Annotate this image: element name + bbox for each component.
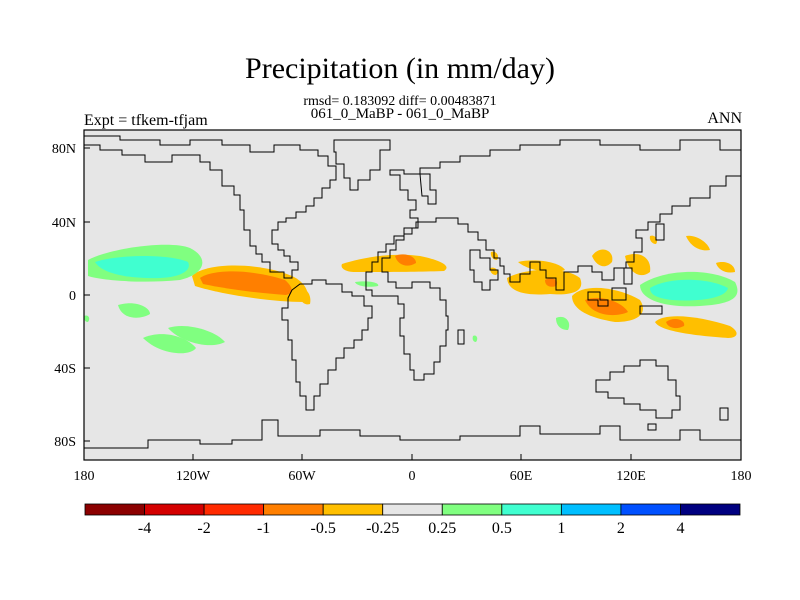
anomaly-central-pacific-cyan [95, 256, 189, 279]
colorbar-swatch [203, 503, 265, 516]
colorbar-label: 2 [617, 520, 625, 537]
plot-title: Precipitation (in mm/day) [245, 52, 555, 85]
anomaly-africa-red [395, 254, 416, 266]
colorbar-label: 0.25 [428, 520, 456, 537]
y-tick-label: 40S [54, 362, 76, 377]
coast-sumatra [587, 291, 609, 307]
colorbar-swatch [620, 503, 681, 516]
coast-greenland [333, 139, 391, 191]
colorbar-swatch [263, 503, 324, 516]
y-tick-label: 0 [69, 289, 76, 304]
axis-ticks [83, 147, 742, 460]
y-tick-label: 80N [52, 142, 76, 157]
anomaly-arabia-orange [507, 269, 582, 295]
colorbar-swatch [322, 503, 384, 516]
colorbar-swatch [501, 503, 562, 516]
coast-north-america [84, 135, 337, 279]
x-tick-label: 120W [176, 469, 211, 484]
anomaly-kuroshio-orange3 [716, 262, 735, 273]
coast-scandinavia [419, 173, 437, 205]
anomaly-india-red [545, 278, 558, 287]
anomaly-regions [84, 235, 738, 354]
anomaly-south-pacific-green1 [118, 303, 150, 318]
coast-borneo [611, 287, 627, 301]
coast-tasmania [647, 423, 657, 431]
y-tick-labels: 80N 40N 0 40S 80S [52, 142, 76, 450]
plot-subtitle: 061_0_MaBP - 061_0_MaBP [310, 106, 490, 122]
colorbar-label: -0.5 [311, 520, 336, 537]
anomaly-spcz-red [666, 319, 685, 329]
y-tick-label: 40N [52, 216, 76, 231]
x-tick-label: 60W [288, 469, 316, 484]
colorbar-label: 1 [557, 520, 565, 537]
x-tick-label: 180 [74, 469, 95, 484]
colorbar-label: 0.5 [492, 520, 512, 537]
anomaly-maritime-red [585, 297, 628, 316]
anomaly-atlantic-green [355, 281, 379, 287]
colorbar-swatch [144, 503, 205, 516]
anomaly-misc-green1 [472, 335, 478, 342]
anomaly-east-pacific-red [200, 271, 292, 295]
anomaly-west-pacific-cyan [650, 279, 728, 301]
colorbar-label: -4 [138, 520, 151, 537]
anomaly-indian-ocean-green [556, 316, 570, 330]
anomaly-misc-green2 [84, 315, 90, 322]
x-tick-label: 60E [510, 469, 533, 484]
coast-eurasia [365, 139, 742, 381]
map-background [84, 130, 741, 460]
coastlines [84, 135, 742, 449]
y-tick-label: 80S [54, 435, 76, 450]
colorbar-label: -2 [197, 520, 210, 537]
colorbar-swatch [441, 503, 503, 516]
anomaly-south-pacific-green2 [143, 334, 196, 354]
coast-new-zealand [719, 407, 729, 421]
x-tick-label: 120E [616, 469, 646, 484]
anomaly-east-pacific-small [298, 288, 311, 305]
colorbar [84, 503, 741, 516]
coast-philippines [623, 267, 633, 285]
x-tick-label: 0 [409, 469, 416, 484]
anomaly-africa-orange [341, 254, 447, 272]
anomaly-seasia-orange2 [625, 253, 651, 276]
coast-south-america [281, 279, 373, 411]
coast-japan [655, 223, 665, 241]
season-label: ANN [707, 110, 742, 127]
colorbar-label: -1 [257, 520, 270, 537]
colorbar-swatch [560, 503, 622, 516]
colorbar-label: -0.25 [366, 520, 399, 537]
coast-new-guinea [639, 305, 663, 315]
anomaly-kuroshio-orange2 [649, 235, 658, 244]
x-tick-labels: 180 120W 60W 0 60E 120E 180 [74, 469, 752, 484]
colorbar-swatch [382, 503, 443, 516]
anomaly-seasia-orange1 [592, 249, 613, 267]
x-tick-label: 180 [731, 469, 752, 484]
anomaly-south-pacific-green3 [168, 325, 225, 346]
anomaly-kuroshio-orange1 [686, 235, 710, 251]
coast-antarctica [84, 419, 741, 449]
experiment-label: Expt = tfkem-tfjam [84, 112, 208, 129]
colorbar-swatch [680, 503, 741, 516]
colorbar-labels: -4 -2 -1 -0.5 -0.25 0.25 0.5 1 2 4 [138, 520, 685, 537]
map-panel [83, 129, 742, 461]
coast-madagascar [457, 329, 465, 345]
stats-line: rmsd= 0.183092 diff= 0.00483871 [303, 94, 497, 109]
anomaly-misc-orange2 [490, 267, 498, 275]
colorbar-label: 4 [676, 520, 684, 537]
colorbar-swatch [84, 503, 145, 516]
coast-arabia [469, 249, 499, 291]
coast-australia [595, 359, 681, 419]
